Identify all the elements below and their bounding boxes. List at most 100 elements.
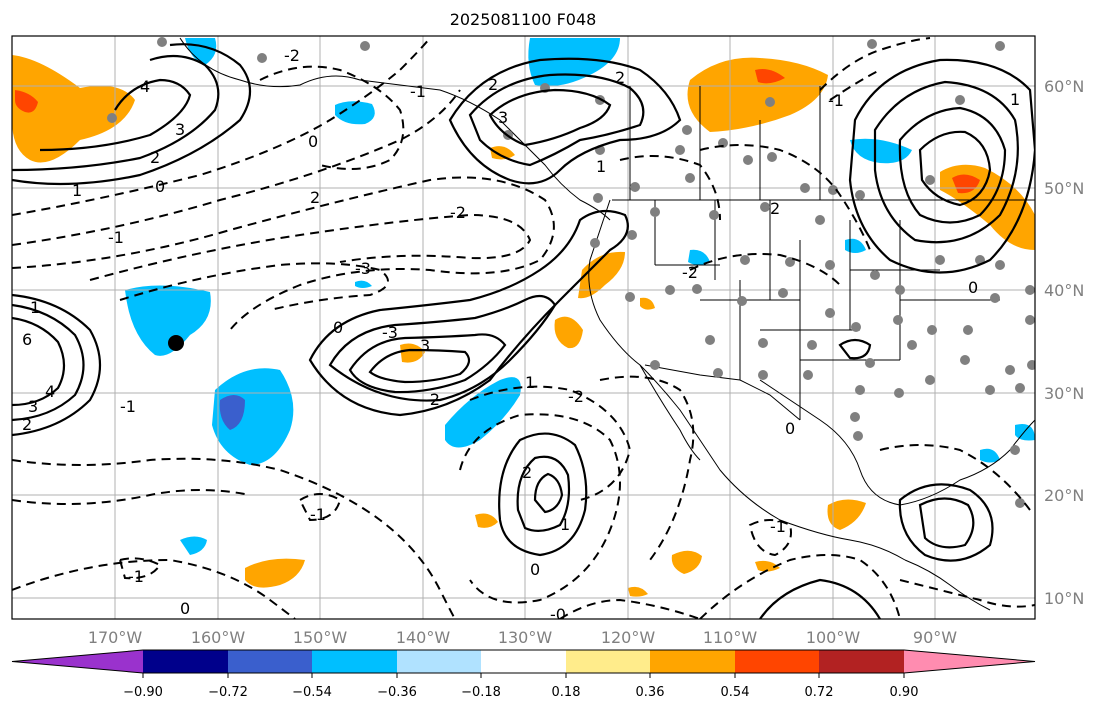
contour-label: -1 — [310, 505, 326, 524]
lat-label: 50°N — [1044, 179, 1084, 198]
dashed-contour — [12, 558, 296, 619]
lon-label: 120°W — [601, 628, 656, 647]
colorbar-tick-label: −0.18 — [461, 685, 501, 700]
dashed-contour — [12, 37, 431, 216]
lon-label: 130°W — [498, 628, 553, 647]
lat-label: 10°N — [1044, 589, 1084, 608]
contour-label: -0 — [550, 605, 566, 624]
solid-contour — [12, 293, 101, 437]
solid-contour — [516, 455, 571, 532]
solid-contour — [328, 294, 557, 402]
solid-contour — [918, 130, 992, 207]
contour-label: 3 — [175, 120, 185, 139]
contour-lines-dashed — [12, 37, 1035, 619]
colorbar-tick-label: 0.72 — [805, 685, 834, 700]
solid-contour — [348, 333, 507, 394]
dashed-contour — [459, 413, 621, 604]
solid-contour — [848, 58, 1035, 274]
colorbar: −0.90 −0.72 −0.54 −0.36 −0.18 0.18 0.36 … — [11, 649, 1036, 700]
contour-label: -1 — [108, 228, 124, 247]
contour-label: 4 — [140, 77, 150, 96]
colorbar-segment — [228, 650, 312, 673]
solid-contour — [898, 106, 1007, 224]
dashed-contour — [599, 375, 695, 561]
contour-label: 0 — [968, 278, 978, 297]
contour-label: -2 — [568, 387, 584, 406]
colorbar-tick-label: 0.54 — [721, 685, 750, 700]
dashed-contour — [899, 579, 1035, 608]
station-dot — [168, 335, 184, 351]
orange-region — [12, 55, 135, 163]
solid-contour — [12, 303, 85, 422]
solid-contour — [498, 432, 588, 557]
skyblue-region — [980, 448, 1000, 463]
contour-lines — [12, 43, 1035, 619]
colorbar-segment — [143, 650, 228, 673]
dashed-contour — [689, 253, 841, 286]
lat-label: 30°N — [1044, 384, 1084, 403]
canada-provinces — [629, 86, 821, 200]
contour-label: 2 — [770, 199, 780, 218]
orange-region — [400, 343, 425, 363]
contour-label: 0 — [530, 560, 540, 579]
contour-label: 1 — [525, 373, 535, 392]
colorbar-tick-label: −0.36 — [377, 685, 417, 700]
colorbar-segment — [312, 650, 397, 673]
dashed-contour — [12, 489, 251, 505]
colorbar-segment — [397, 650, 481, 673]
contour-label: 2 — [522, 463, 532, 482]
lon-label: 100°W — [806, 628, 861, 647]
contour-label: -2 — [284, 46, 300, 65]
solid-contour — [39, 78, 192, 152]
dashed-contour — [12, 457, 456, 619]
solid-contour — [533, 472, 564, 514]
contour-label: 0 — [155, 177, 165, 196]
coastlines — [179, 37, 1035, 611]
longitude-labels: 170°W 160°W 150°W 140°W 130°W 120°W 110°… — [88, 628, 957, 647]
colorbar-segment — [904, 650, 1035, 673]
lon-label: 170°W — [88, 628, 143, 647]
dashed-contour — [119, 262, 389, 311]
orange-region — [827, 499, 866, 530]
dashed-contour — [699, 554, 901, 619]
baja — [639, 364, 701, 461]
contour-label-group: 4 3 2 1 0 2 -3 -1 -2 3 2 -1 -2 0 2 1 2 -… — [22, 46, 1020, 624]
contour-label: -1 — [120, 397, 136, 416]
contour-label: -3 — [355, 259, 371, 278]
contour-label: 3 — [28, 397, 38, 416]
solid-contour — [759, 578, 881, 619]
orange-region — [628, 586, 648, 597]
lat-label: 20°N — [1044, 486, 1084, 505]
contour-label: 1 — [1010, 90, 1020, 109]
orange-region — [554, 316, 583, 349]
colorbar-tick-label: −0.72 — [208, 685, 248, 700]
colorbar-segments — [11, 649, 1036, 674]
contour-label: -1 — [128, 567, 144, 586]
solid-contour — [838, 338, 872, 360]
royalblue-region — [219, 395, 245, 430]
orange-region — [671, 550, 702, 574]
dashed-contour — [559, 598, 701, 619]
colorbar-labels: −0.90 −0.72 −0.54 −0.36 −0.18 0.18 0.36 … — [123, 685, 918, 700]
dashed-contour — [829, 69, 881, 101]
orange-region — [490, 146, 515, 160]
dashed-contour — [819, 37, 931, 91]
solid-contour — [873, 80, 1019, 244]
lon-label: 90°W — [913, 628, 957, 647]
skyblue-region — [335, 101, 375, 125]
contour-label: -2 — [682, 263, 698, 282]
map-title: 2025081100 F048 — [450, 10, 597, 29]
skyblue-region — [125, 285, 211, 356]
lon-label: 140°W — [396, 628, 451, 647]
state-lines-2 — [655, 264, 1000, 361]
west-coast — [588, 199, 906, 561]
solid-contour — [12, 54, 220, 172]
colorbar-tick-label: −0.54 — [292, 685, 332, 700]
solid-contour — [368, 348, 471, 384]
contour-label: -3 — [382, 323, 398, 342]
orange-region — [640, 297, 655, 310]
contour-label: 2 — [310, 188, 320, 207]
solid-contour — [468, 73, 645, 167]
contour-label: 3 — [498, 108, 508, 127]
